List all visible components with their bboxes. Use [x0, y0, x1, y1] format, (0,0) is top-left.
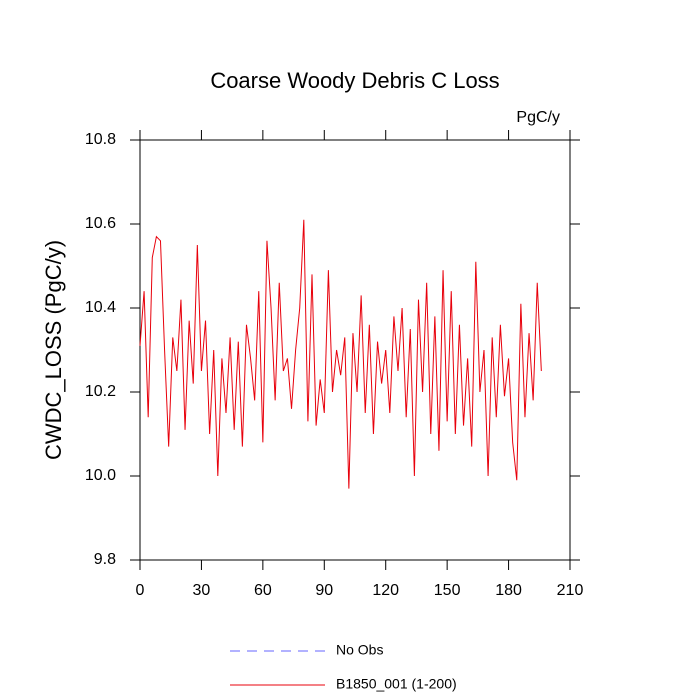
y-tick-label: 10.8 [85, 131, 116, 148]
units-label: PgC/y [516, 109, 560, 126]
y-axis-label: CWDC_LOSS (PgC/y) [41, 240, 66, 460]
x-tick-label: 30 [193, 582, 211, 599]
x-tick-label: 90 [315, 582, 333, 599]
x-tick-label: 150 [434, 582, 461, 599]
x-tick-label: 60 [254, 582, 272, 599]
x-tick-label: 0 [136, 582, 145, 599]
plot-frame [139, 139, 571, 561]
x-tick-label: 120 [372, 582, 399, 599]
y-tick-label: 10.2 [85, 383, 116, 400]
y-tick-label: 10.4 [85, 299, 116, 316]
x-tick-label: 180 [495, 582, 522, 599]
y-tick-label: 10.0 [85, 467, 116, 484]
legend-label: B1850_001 (1-200) [336, 676, 457, 692]
x-tick-label: 210 [557, 582, 584, 599]
data-line [139, 219, 542, 489]
chart-title: Coarse Woody Debris C Loss [210, 68, 499, 93]
y-tick-label: 10.6 [85, 215, 116, 232]
y-tick-label: 9.8 [94, 551, 116, 568]
legend-label: No Obs [336, 642, 383, 658]
